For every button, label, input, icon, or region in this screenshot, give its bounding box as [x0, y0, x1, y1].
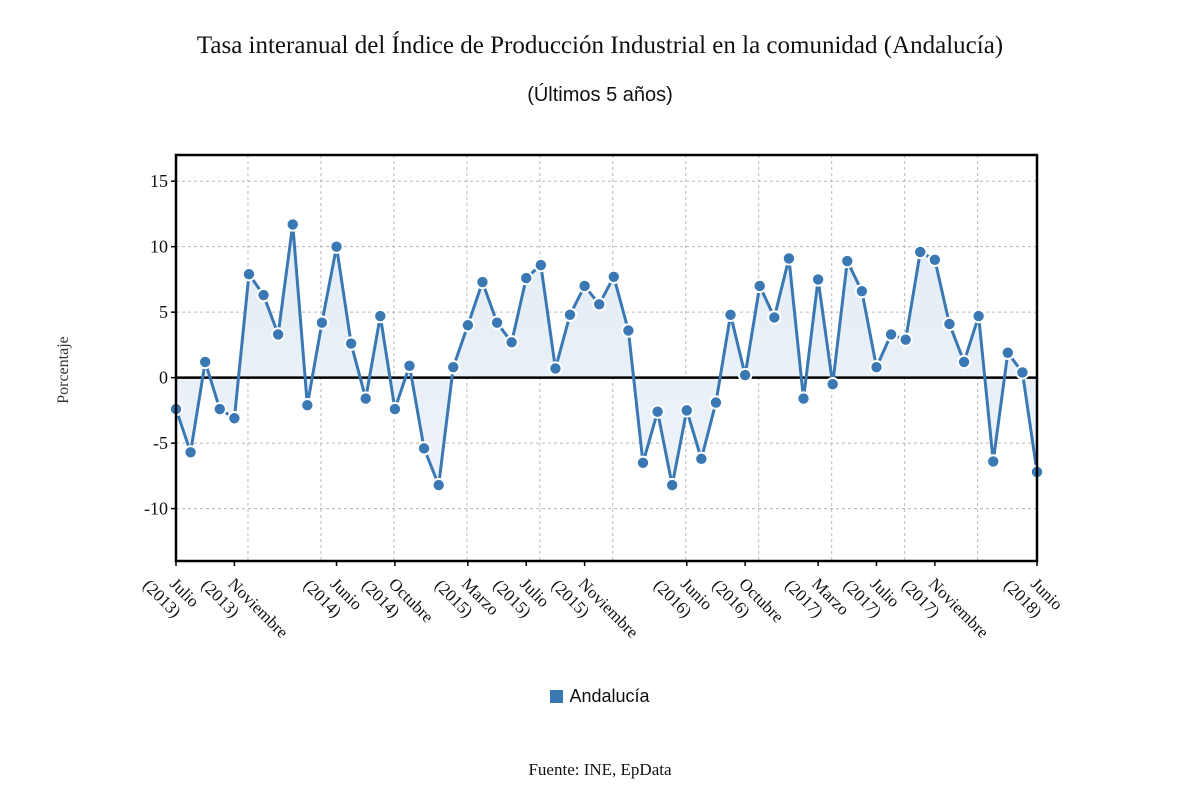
area-fill	[176, 224, 1037, 486]
data-point	[519, 270, 534, 286]
chart-subtitle: (Últimos 5 años)	[527, 84, 673, 106]
x-tick-label: Julio(2015)	[489, 574, 553, 621]
x-tick-label: Marzo(2015)	[431, 574, 503, 621]
data-point	[971, 308, 986, 324]
legend-swatch	[550, 690, 564, 703]
data-point	[504, 335, 519, 350]
x-tick-label: Noviembre(2017)	[898, 574, 992, 642]
y-tick-label: 5	[159, 302, 168, 322]
data-point	[898, 332, 913, 347]
data-point	[796, 391, 811, 406]
data-point	[854, 284, 870, 299]
data-point	[825, 376, 840, 392]
data-point	[810, 272, 826, 287]
x-tick-label: Marzo(2017)	[781, 574, 853, 621]
data-point	[358, 391, 373, 406]
data-point	[533, 257, 549, 273]
data-point	[183, 445, 198, 460]
data-point	[431, 477, 446, 493]
data-point	[767, 310, 782, 325]
data-point	[460, 318, 476, 333]
data-point	[883, 327, 899, 342]
data-point	[679, 403, 694, 418]
data-point	[869, 359, 884, 375]
y-tick-label: 10	[150, 237, 168, 257]
data-point	[343, 336, 359, 351]
y-tick-label: -5	[153, 433, 168, 453]
data-point	[577, 278, 592, 294]
data-point	[285, 217, 300, 232]
data-point	[650, 404, 665, 419]
data-point	[840, 253, 855, 269]
area-region	[176, 224, 1037, 486]
x-tick-label: Octubre(2016)	[708, 574, 787, 626]
data-point	[562, 307, 578, 322]
data-point	[694, 451, 709, 467]
data-point	[387, 401, 403, 417]
y-tick-label: -10	[144, 499, 168, 519]
x-tick-label: Junio(2016)	[650, 574, 716, 621]
x-tick-label: Octubre(2014)	[358, 574, 437, 626]
data-point	[621, 323, 636, 338]
data-point	[927, 252, 943, 267]
data-point	[635, 455, 651, 470]
data-point	[489, 315, 505, 330]
data-point	[241, 266, 257, 282]
gridlines	[176, 155, 1037, 561]
x-tick-label: Junio(2014)	[300, 574, 366, 621]
data-point	[592, 297, 607, 312]
y-tick-label: 15	[150, 171, 168, 191]
y-tick-label: 0	[159, 368, 168, 388]
x-tick-label: Noviembre(2015)	[548, 574, 642, 642]
x-tick-label: Julio(2013)	[139, 574, 203, 621]
y-tick-labels: -10 -5 0 5 10 15	[144, 171, 168, 518]
data-point	[329, 239, 344, 254]
data-point	[314, 315, 330, 330]
x-tick-labels: Julio(2013) Noviembre(2013) Junio(2014) Oct…	[139, 574, 1066, 642]
data-point	[723, 307, 738, 322]
data-points	[168, 217, 1045, 493]
data-point	[942, 316, 957, 332]
data-point	[446, 359, 461, 375]
x-tick-label: Julio(2017)	[840, 574, 904, 621]
data-point	[781, 251, 797, 266]
data-point	[300, 397, 315, 413]
data-point	[752, 278, 767, 294]
data-point	[212, 401, 227, 417]
legend-label[interactable]: Andalucía	[569, 686, 650, 706]
x-tick-label: Junio(2018)	[1000, 574, 1066, 621]
data-point	[197, 354, 213, 370]
data-point	[256, 287, 271, 303]
plot-frame	[174, 153, 1039, 563]
legend: Andalucía	[0, 686, 1200, 707]
data-point	[913, 244, 928, 260]
data-point	[956, 354, 972, 370]
data-point	[402, 358, 417, 374]
data-point	[1000, 345, 1016, 360]
data-point	[664, 477, 680, 493]
axes	[171, 153, 1039, 566]
data-point	[227, 411, 242, 426]
data-point	[1015, 365, 1030, 380]
data-point	[416, 441, 432, 456]
data-point	[737, 367, 753, 383]
data-point	[270, 327, 286, 342]
data-point	[548, 361, 563, 376]
chart-title: Tasa interanual del Índice de Producción…	[196, 32, 1004, 59]
data-point	[373, 308, 388, 324]
x-tick-label: Noviembre(2013)	[198, 574, 292, 642]
data-point	[708, 395, 724, 410]
data-point	[606, 269, 621, 284]
source-note: Fuente: INE, EpData	[528, 760, 672, 779]
data-point	[475, 274, 490, 290]
data-point	[986, 454, 1001, 469]
